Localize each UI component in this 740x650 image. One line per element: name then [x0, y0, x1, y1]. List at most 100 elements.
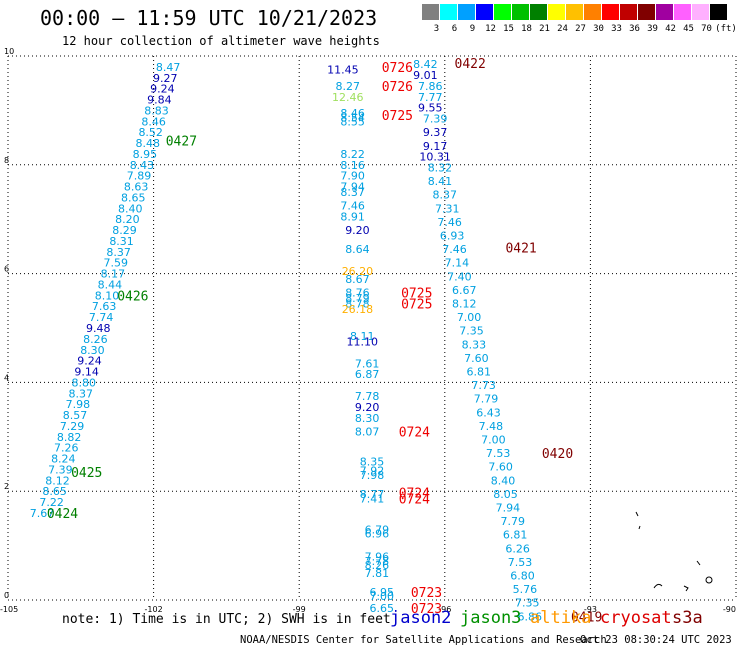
data-point-label: 7.77: [418, 91, 443, 104]
data-point-label: 7.48: [479, 420, 504, 433]
data-point-label: 7.00: [457, 311, 482, 324]
legend-label: 45: [683, 24, 694, 34]
data-point-label: 6.80: [510, 570, 535, 583]
legend-label: 9: [469, 24, 476, 34]
data-point-label: 9.48: [86, 322, 111, 335]
legend-swatch: [692, 4, 709, 20]
data-point-label: 8.26: [365, 559, 390, 572]
data-point-label: 8.40: [491, 474, 516, 487]
y-tick-label: 10: [4, 47, 14, 56]
data-point-label: 11.10: [347, 336, 379, 349]
pass-time-label: 0726: [382, 61, 413, 76]
legend-label: 24: [557, 24, 568, 34]
data-point-label: 8.64: [345, 243, 370, 256]
legend-label: 6: [451, 24, 458, 34]
data-point-label: 8.37: [69, 387, 94, 400]
coastline-fragment: [683, 585, 689, 592]
data-point-label: 7.90: [340, 170, 365, 183]
data-point-label: 7.22: [39, 496, 64, 509]
data-point-label: 9.01: [413, 69, 438, 82]
data-point-label: 7.94: [340, 181, 365, 194]
legend-swatch: [440, 4, 457, 20]
pass-time-label: 0725: [401, 298, 432, 313]
data-point-label: 6.26: [505, 542, 530, 555]
data-point-label: 9.24: [150, 83, 175, 96]
data-point-label: 7.53: [508, 556, 533, 569]
data-point-label: 7.35: [515, 597, 540, 610]
coastline-fragment: [638, 525, 641, 530]
data-point-label: 8.22: [340, 148, 365, 161]
data-point-label: 7.46: [442, 243, 467, 256]
coastline-fragment: [653, 583, 663, 589]
data-point-label: 8.48: [136, 137, 161, 150]
data-point-label: 8.65: [42, 485, 67, 498]
data-point-label: 9.55: [418, 102, 443, 115]
data-point-label: 7.63: [92, 300, 117, 313]
legend-swatch: [458, 4, 475, 20]
data-point-label: 8.37: [340, 186, 365, 199]
data-point-label: 8.78: [345, 298, 370, 311]
data-point-label: 8.12: [452, 298, 477, 311]
legend-swatch: [512, 4, 529, 20]
data-point-label: 8.47: [156, 61, 181, 74]
x-tick-label: -102: [145, 605, 163, 614]
legend-swatch: [494, 4, 511, 20]
legend-swatch: [620, 4, 637, 20]
data-point-label: 7.98: [360, 469, 385, 482]
data-point-label: 7.31: [435, 202, 460, 215]
data-point-label: 10.31: [419, 151, 451, 164]
data-point-label: 9.20: [345, 224, 370, 237]
data-point-label: 26.20: [342, 265, 374, 278]
legend-label: 30: [593, 24, 604, 34]
data-point-label: 9.17: [423, 140, 448, 153]
legend-label: 3: [433, 24, 440, 34]
data-point-label: 6.65: [369, 602, 394, 615]
y-tick-label: 4: [4, 373, 9, 382]
data-point-label: 7.94: [496, 502, 521, 515]
data-point-label: 8.91: [340, 210, 365, 223]
y-tick-label: 6: [4, 265, 9, 274]
data-point-label: 9.84: [147, 94, 172, 107]
data-point-label: 8.46: [340, 107, 365, 120]
data-point-label: 7.46: [340, 200, 365, 213]
pass-time-label: 0422: [455, 57, 486, 72]
legend-label: 12: [485, 24, 496, 34]
data-point-label: 8.43: [130, 159, 155, 172]
data-point-label: 7.79: [474, 393, 499, 406]
data-point-label: 8.10: [95, 289, 120, 302]
legend-label: 33: [611, 24, 622, 34]
data-point-label: 8.12: [45, 474, 70, 487]
satellite-jason2: jason2: [390, 608, 452, 628]
pass-time-label: 0426: [117, 289, 148, 304]
pass-time-label: 0723: [411, 602, 442, 617]
footer-credit: NOAA/NESDIS Center for Satellite Applica…: [240, 634, 607, 646]
data-point-label: 6.86: [517, 610, 542, 623]
footer-note: note: 1) Time is in UTC; 2) SWH is in fe…: [62, 612, 391, 627]
data-point-label: 8.67: [345, 273, 370, 286]
legend-swatch: [422, 4, 439, 20]
pass-time-label: 0419: [571, 610, 602, 625]
data-point-label: 6.96: [365, 528, 390, 541]
pass-time-label: 0724: [399, 486, 430, 501]
data-point-label: 9.20: [355, 401, 380, 414]
data-point-label: 8.65: [121, 191, 146, 204]
data-point-label: 7.74: [89, 311, 114, 324]
data-point-label: 9.24: [77, 355, 102, 368]
pass-time-label: 0725: [382, 109, 413, 124]
legend-label: 39: [647, 24, 658, 34]
legend-swatch: [584, 4, 601, 20]
legend-swatch: [602, 4, 619, 20]
pass-time-label: 0723: [411, 586, 442, 601]
satellite-s3a: s3a: [672, 608, 703, 628]
satellite-cryosat: cryosat: [600, 608, 672, 628]
data-point-label: 8.20: [115, 213, 140, 226]
legend-label: 15: [503, 24, 514, 34]
data-point-label: 6.93: [440, 230, 465, 243]
data-point-label: 9.37: [423, 126, 448, 139]
data-point-label: 9.14: [74, 366, 99, 379]
legend-label: 21: [539, 24, 550, 34]
data-point-label: 8.37: [106, 246, 131, 259]
coastline-fragment: [705, 576, 713, 584]
data-point-label: 7.35: [459, 325, 484, 338]
